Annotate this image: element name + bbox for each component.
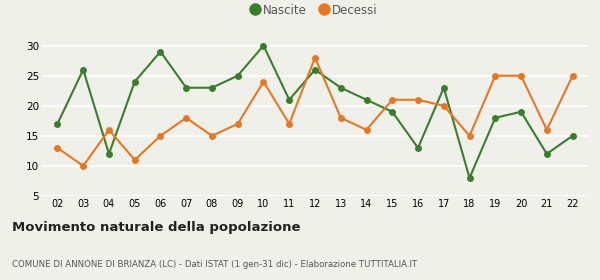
Decessi [286,122,293,125]
Nascite [286,98,293,101]
Nascite [517,110,524,113]
Nascite [157,50,164,53]
Text: Movimento naturale della popolazione: Movimento naturale della popolazione [12,221,301,234]
Decessi [182,116,190,120]
Decessi [415,98,422,101]
Nascite [80,68,87,71]
Nascite [363,98,370,101]
Decessi [208,134,215,137]
Nascite [131,80,139,83]
Decessi [517,74,524,77]
Decessi [260,80,267,83]
Nascite [569,134,576,137]
Nascite [491,116,499,120]
Decessi [131,158,139,162]
Decessi [337,116,344,120]
Text: COMUNE DI ANNONE DI BRIANZA (LC) - Dati ISTAT (1 gen-31 dic) - Elaborazione TUTT: COMUNE DI ANNONE DI BRIANZA (LC) - Dati … [12,260,417,269]
Decessi [389,98,396,101]
Decessi [491,74,499,77]
Decessi [466,134,473,137]
Decessi [543,128,550,132]
Nascite [311,68,319,71]
Decessi [234,122,241,125]
Nascite [337,86,344,89]
Decessi [311,56,319,59]
Decessi [569,74,576,77]
Nascite [389,110,396,113]
Nascite [182,86,190,89]
Decessi [80,164,87,168]
Nascite [234,74,241,77]
Nascite [466,176,473,180]
Legend: Nascite, Decessi: Nascite, Decessi [248,0,382,21]
Nascite [106,152,113,156]
Decessi [440,104,448,108]
Decessi [106,128,113,132]
Nascite [440,86,448,89]
Line: Decessi: Decessi [54,54,576,169]
Nascite [415,146,422,150]
Nascite [208,86,215,89]
Decessi [54,146,61,150]
Nascite [54,122,61,125]
Decessi [157,134,164,137]
Nascite [260,44,267,47]
Decessi [363,128,370,132]
Line: Nascite: Nascite [54,42,576,181]
Nascite [543,152,550,156]
